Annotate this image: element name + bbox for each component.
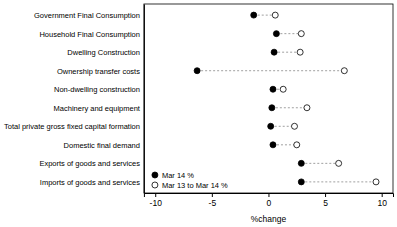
x-tick-label: 10 bbox=[377, 198, 387, 208]
x-tick-mark bbox=[155, 193, 156, 197]
x-tick-label: 0 bbox=[267, 198, 272, 208]
dot bbox=[297, 49, 303, 55]
plot-frame bbox=[144, 4, 393, 193]
y-tick-label: Household Final Consumption bbox=[39, 30, 139, 39]
y-tick: Ownership transfer costs bbox=[57, 67, 144, 76]
legend-marker bbox=[152, 182, 158, 188]
x-tick: 10 bbox=[377, 193, 387, 208]
x-axis-title: %change bbox=[251, 214, 287, 224]
y-tick-label: Ownership transfer costs bbox=[57, 67, 140, 76]
dot bbox=[336, 160, 342, 166]
legend-label: Mar 14 % bbox=[162, 171, 194, 180]
y-tick: Household Final Consumption bbox=[39, 30, 143, 39]
connector bbox=[273, 144, 297, 145]
x-tick-label: -10 bbox=[150, 198, 163, 208]
y-tick: Government Final Consumption bbox=[34, 11, 144, 20]
plot: -10 -5 0 5 10 Government Final Consumption Hou… bbox=[4, 4, 394, 224]
connector bbox=[301, 181, 376, 182]
dot bbox=[291, 123, 297, 129]
y-tick: Imports of goods and services bbox=[40, 178, 144, 187]
y-tick-label: Exports of goods and services bbox=[39, 159, 140, 168]
y-tick: Non-dwelling construction bbox=[54, 85, 144, 94]
dot bbox=[298, 160, 304, 166]
x-tick-mark bbox=[268, 193, 269, 197]
y-tick-label: Domestic final demand bbox=[64, 141, 140, 150]
y-tick-label: Machinery and equipment bbox=[54, 104, 141, 113]
dot bbox=[298, 31, 304, 37]
x-tick: -5 bbox=[209, 193, 217, 208]
connector bbox=[271, 126, 295, 127]
y-tick: Domestic final demand bbox=[64, 141, 144, 150]
x-tick-mark bbox=[325, 193, 326, 197]
dot bbox=[269, 105, 275, 111]
dot bbox=[298, 179, 304, 185]
dot bbox=[272, 12, 278, 18]
dot bbox=[294, 142, 300, 148]
x-tick-label: 5 bbox=[323, 198, 328, 208]
connector bbox=[301, 163, 338, 164]
y-tick-label: Total private gross fixed capital format… bbox=[4, 122, 140, 131]
x-tick: -10 bbox=[150, 193, 163, 208]
y-tick-label: Imports of goods and services bbox=[40, 178, 140, 187]
x-axis-line bbox=[144, 194, 393, 198]
x-tick-mark bbox=[382, 193, 383, 197]
x-tick: 5 bbox=[323, 193, 328, 208]
y-tick: Machinery and equipment bbox=[54, 104, 144, 113]
chart: -10 -5 0 5 10 Government Final Consumption Hou… bbox=[0, 0, 397, 227]
connector bbox=[276, 33, 301, 34]
dot bbox=[251, 12, 257, 18]
x-tick-label: -5 bbox=[209, 198, 217, 208]
y-tick: Dwelling Construction bbox=[67, 48, 144, 57]
x-tick: 0 bbox=[267, 193, 272, 208]
x-tick-mark bbox=[212, 193, 213, 197]
y-tick: Exports of goods and services bbox=[39, 159, 143, 168]
dot bbox=[270, 142, 276, 148]
x-axis: -10 -5 0 5 10 bbox=[144, 193, 393, 208]
y-tick-label: Dwelling Construction bbox=[67, 48, 140, 57]
dot bbox=[273, 31, 279, 37]
legend-marker bbox=[152, 172, 158, 178]
legend: Mar 14 %Mar 13 to Mar 14 % bbox=[152, 171, 228, 190]
y-tick-label: Non-dwelling construction bbox=[54, 85, 140, 94]
connector bbox=[272, 107, 307, 108]
dot bbox=[341, 68, 347, 74]
y-axis-line bbox=[144, 5, 145, 194]
marks bbox=[194, 12, 379, 185]
dot bbox=[280, 86, 286, 92]
dot bbox=[304, 105, 310, 111]
y-tick: Total private gross fixed capital format… bbox=[4, 122, 144, 131]
connector bbox=[197, 70, 344, 71]
dot bbox=[194, 68, 200, 74]
legend-label: Mar 13 to Mar 14 % bbox=[162, 181, 228, 190]
dot bbox=[270, 86, 276, 92]
dot bbox=[268, 123, 274, 129]
y-tick-label: Government Final Consumption bbox=[34, 11, 140, 20]
dot bbox=[373, 179, 379, 185]
connector bbox=[274, 52, 300, 53]
y-axis: Government Final Consumption Household Fi… bbox=[4, 5, 144, 194]
dot bbox=[271, 49, 277, 55]
